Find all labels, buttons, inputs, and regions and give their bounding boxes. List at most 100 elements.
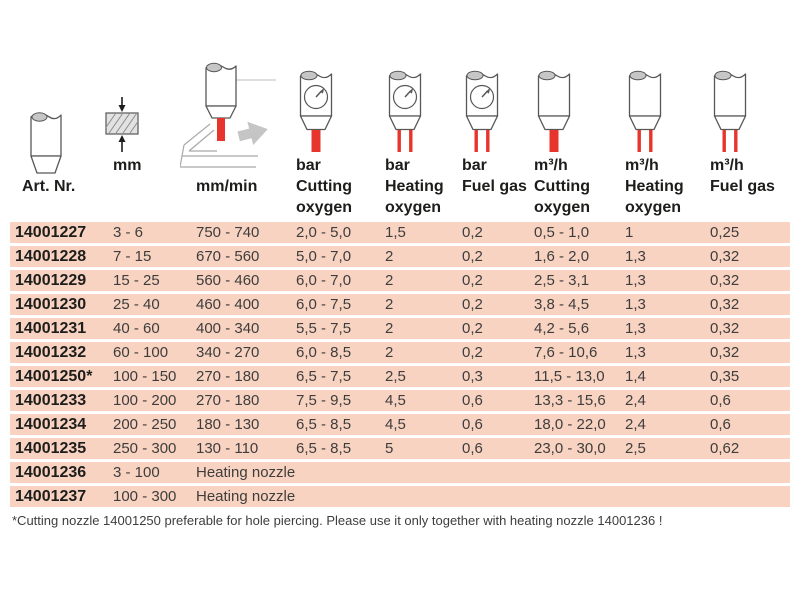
table-row: 14001227 3 - 6 750 - 740 2,0 - 5,0 1,5 0… xyxy=(10,222,790,243)
table-row: 14001237 100 - 300 Heating nozzle xyxy=(10,486,790,507)
fuel-gas-flow-cell: 0,32 xyxy=(710,248,740,265)
speed-cell: 670 - 560 xyxy=(196,248,260,265)
fuel-gas-pressure-cell: 0,6 xyxy=(462,392,483,409)
cutting-oxygen-flow-cell: 0,5 - 1,0 xyxy=(534,224,590,241)
gas-name-line1: Fuel gas xyxy=(710,178,775,195)
heating-oxygen-pressure-cell: 2,5 xyxy=(385,368,406,385)
art-nr-cell: 14001232 xyxy=(15,344,87,361)
torch-double-stream-icon xyxy=(625,66,665,154)
flow-unit-label: m³/h xyxy=(625,157,659,174)
thickness-cell: 7 - 15 xyxy=(113,248,152,265)
heating-oxygen-pressure-cell: 2 xyxy=(385,248,394,265)
thickness-cell: 250 - 300 xyxy=(113,440,177,457)
cutting-oxygen-flow-cell: 18,0 - 22,0 xyxy=(534,416,606,433)
cutting-oxygen-pressure-cell: 5,5 - 7,5 xyxy=(296,320,352,337)
heating-oxygen-pressure-cell: 2 xyxy=(385,296,394,313)
art-nr-cell: 14001228 xyxy=(15,248,87,265)
cutting-oxygen-flow-cell: 7,6 - 10,6 xyxy=(534,344,598,361)
flow-unit-label: m³/h xyxy=(710,157,744,174)
speed-cell: 750 - 740 xyxy=(196,224,260,241)
gas-name-line2: oxygen xyxy=(625,199,682,216)
fuel-gas-flow-cell: 0,32 xyxy=(710,344,740,361)
table-row: 14001231 40 - 60 400 - 340 5,5 - 7,5 2 0… xyxy=(10,318,790,339)
cutting-oxygen-pressure-cell: 6,0 - 8,5 xyxy=(296,344,352,361)
fuel-gas-pressure-cell: 0,6 xyxy=(462,440,483,457)
speed-label: mm/min xyxy=(196,178,258,195)
table-row: 14001230 25 - 40 460 - 400 6,0 - 7,5 2 0… xyxy=(10,294,790,315)
gas-name-line2: oxygen xyxy=(534,199,591,216)
heating-oxygen-pressure-cell: 4,5 xyxy=(385,416,406,433)
column-header-thickness: mm xyxy=(105,0,196,220)
table-row: 14001234 200 - 250 180 - 130 6,5 - 8,5 4… xyxy=(10,414,790,435)
cutting-oxygen-flow-cell: 1,6 - 2,0 xyxy=(534,248,590,265)
cutting-oxygen-flow-cell: 4,2 - 5,6 xyxy=(534,320,590,337)
column-header-fuel-gas-pressure: bar Fuel gas xyxy=(462,0,534,220)
torch-gauge-single-stream-icon xyxy=(296,66,336,154)
art-nr-label: Art. Nr. xyxy=(22,178,76,195)
speed-cell: 460 - 400 xyxy=(196,296,260,313)
fuel-gas-flow-cell: 0,35 xyxy=(710,368,740,385)
art-nr-cell: 14001237 xyxy=(15,488,87,505)
art-nr-cell: 14001235 xyxy=(15,440,87,457)
torch-gauge-double-stream-icon xyxy=(462,66,502,154)
heating-oxygen-flow-cell: 1,4 xyxy=(625,368,646,385)
heating-oxygen-pressure-cell: 5 xyxy=(385,440,394,457)
footnote: *Cutting nozzle 14001250 preferable for … xyxy=(12,513,663,528)
fuel-gas-flow-cell: 0,25 xyxy=(710,224,740,241)
gas-name-line2: oxygen xyxy=(385,199,442,216)
column-header-art-nr: Art. Nr. xyxy=(10,0,113,220)
heating-oxygen-pressure-cell: 2 xyxy=(385,344,394,361)
thickness-cell: 100 - 150 xyxy=(113,368,177,385)
column-header-speed: mm/min xyxy=(180,0,296,220)
gas-name-line2: oxygen xyxy=(296,199,353,216)
column-header-cutting-oxygen-pressure: bar Cutting oxygen xyxy=(296,0,385,220)
cutting-oxygen-flow-cell: 3,8 - 4,5 xyxy=(534,296,590,313)
thickness-cell: 100 - 300 xyxy=(113,488,177,505)
cutting-oxygen-pressure-cell: 6,5 - 8,5 xyxy=(296,416,352,433)
speed-cell: 400 - 340 xyxy=(196,320,260,337)
speed-cell: 270 - 180 xyxy=(196,368,260,385)
art-nr-cell: 14001250* xyxy=(15,368,93,385)
fuel-gas-pressure-cell: 0,2 xyxy=(462,224,483,241)
cutting-oxygen-pressure-cell: 6,0 - 7,0 xyxy=(296,272,352,289)
heating-oxygen-flow-cell: 1 xyxy=(625,224,634,241)
column-header-heating-oxygen-pressure: bar Heating oxygen xyxy=(385,0,462,220)
cutting-oxygen-flow-cell: 13,3 - 15,6 xyxy=(534,392,606,409)
cutting-oxygen-flow-cell: 2,5 - 3,1 xyxy=(534,272,590,289)
table-row: 14001250* 100 - 150 270 - 180 6,5 - 7,5 … xyxy=(10,366,790,387)
cutting-oxygen-pressure-cell: 6,5 - 8,5 xyxy=(296,440,352,457)
flow-unit-label: m³/h xyxy=(534,157,568,174)
fuel-gas-flow-cell: 0,6 xyxy=(710,416,731,433)
fuel-gas-pressure-cell: 0,6 xyxy=(462,416,483,433)
fuel-gas-pressure-cell: 0,2 xyxy=(462,320,483,337)
table-row: 14001228 7 - 15 670 - 560 5,0 - 7,0 2 0,… xyxy=(10,246,790,267)
cutting-oxygen-pressure-cell: 2,0 - 5,0 xyxy=(296,224,352,241)
art-nr-cell: 14001227 xyxy=(15,224,87,241)
table-row: 14001229 15 - 25 560 - 460 6,0 - 7,0 2 0… xyxy=(10,270,790,291)
column-header-fuel-gas-flow: m³/h Fuel gas xyxy=(710,0,790,220)
heating-oxygen-pressure-cell: 2 xyxy=(385,272,394,289)
pressure-unit-label: bar xyxy=(462,157,487,174)
thickness-cell: 3 - 6 xyxy=(113,224,144,241)
cutting-oxygen-pressure-cell: 6,5 - 7,5 xyxy=(296,368,352,385)
table-row: 14001233 100 - 200 270 - 180 7,5 - 9,5 4… xyxy=(10,390,790,411)
thickness-cell: 60 - 100 xyxy=(113,344,169,361)
fuel-gas-flow-cell: 0,6 xyxy=(710,392,731,409)
heating-oxygen-pressure-cell: 4,5 xyxy=(385,392,406,409)
material-thickness-icon xyxy=(98,96,146,154)
column-header-cutting-oxygen-flow: m³/h Cutting oxygen xyxy=(534,0,625,220)
torch-single-stream-icon xyxy=(534,66,574,154)
thickness-cell: 3 - 100 xyxy=(113,464,160,481)
fuel-gas-pressure-cell: 0,3 xyxy=(462,368,483,385)
heating-oxygen-pressure-cell: 1,5 xyxy=(385,224,406,241)
cutting-oxygen-pressure-cell: 5,0 - 7,0 xyxy=(296,248,352,265)
art-nr-cell: 14001233 xyxy=(15,392,87,409)
table-header: Art. Nr. xyxy=(10,0,790,220)
gas-name-line1: Heating xyxy=(385,178,444,195)
art-nr-cell: 14001234 xyxy=(15,416,87,433)
speed-cell: 560 - 460 xyxy=(196,272,260,289)
speed-cell: 180 - 130 xyxy=(196,416,260,433)
speed-cell: 270 - 180 xyxy=(196,392,260,409)
cutting-speed-icon xyxy=(180,58,276,174)
